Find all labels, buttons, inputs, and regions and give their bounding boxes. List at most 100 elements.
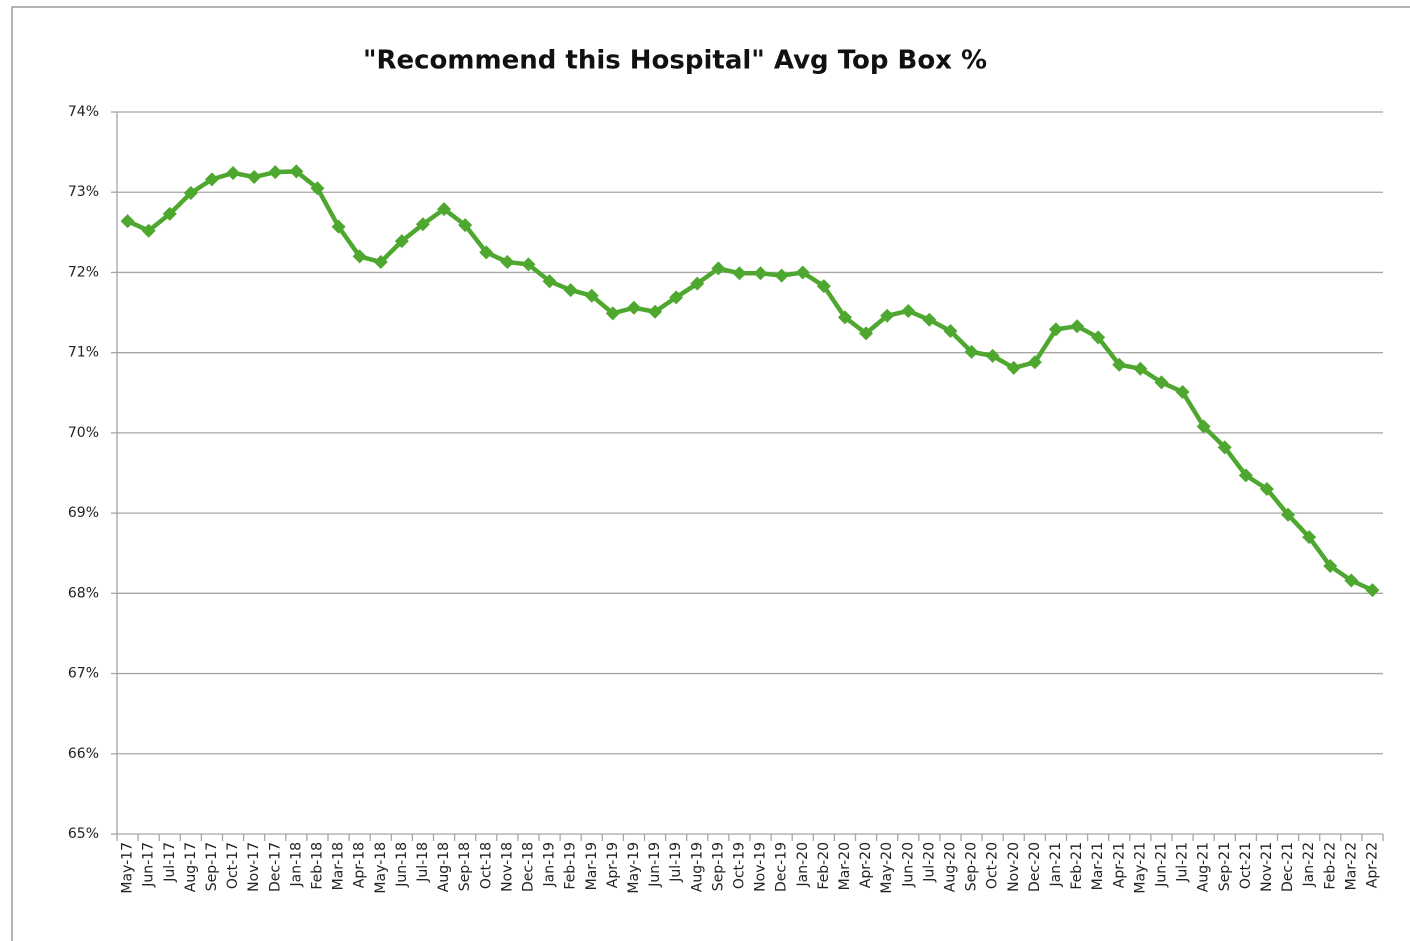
y-tick-label: 74% [68, 104, 99, 120]
marker [816, 279, 831, 294]
x-tick-label: May-21 [1132, 842, 1148, 894]
x-tick-label: Jun-19 [647, 842, 663, 888]
x-tick-label: Nov-18 [499, 842, 515, 892]
x-tick-label: Nov-21 [1259, 842, 1275, 892]
x-tick-label: Jul-17 [162, 842, 178, 883]
x-tick-label: Aug-17 [183, 842, 199, 892]
y-tick-label: 72% [68, 264, 99, 280]
x-tick-label: Dec-18 [520, 842, 536, 892]
marker [1217, 440, 1232, 455]
x-tick-label: Jul-20 [921, 842, 937, 883]
marker [310, 181, 325, 196]
marker [837, 310, 852, 325]
marker [1344, 573, 1359, 588]
x-tick-label: Mar-21 [1090, 842, 1106, 890]
y-tick-label: 66% [68, 746, 99, 762]
x-tick-label: Sep-19 [710, 842, 726, 891]
marker [141, 223, 156, 238]
marker [584, 288, 599, 303]
x-tick-label: Mar-20 [837, 842, 853, 890]
x-tick-label: Oct-21 [1238, 842, 1254, 889]
x-tick-label: Apr-18 [352, 842, 368, 888]
x-tick-label: Nov-20 [1006, 842, 1022, 892]
x-tick-label: Jan-21 [1048, 842, 1064, 887]
marker [922, 312, 937, 327]
marker [1006, 360, 1021, 375]
marker [479, 245, 494, 260]
marker [901, 303, 916, 318]
x-tick-label: Apr-20 [858, 842, 874, 888]
x-tick-label: Dec-21 [1280, 842, 1296, 892]
y-tick-label: 69% [68, 505, 99, 521]
marker [1259, 482, 1274, 497]
marker [120, 214, 135, 229]
marker [1070, 319, 1085, 334]
x-tick-label: Sep-21 [1217, 842, 1233, 891]
x-tick-label: Feb-18 [309, 842, 325, 890]
y-tick-label: 70% [68, 425, 99, 441]
marker [563, 283, 578, 298]
marker [1154, 375, 1169, 390]
marker [1133, 361, 1148, 376]
marker [985, 348, 1000, 363]
x-tick-label: Jan-19 [542, 842, 558, 887]
marker [268, 165, 283, 180]
marker [669, 290, 684, 305]
marker [394, 234, 409, 249]
marker [542, 274, 557, 289]
marker [352, 249, 367, 264]
x-tick-label: Dec-20 [1027, 842, 1043, 892]
marker [226, 165, 241, 180]
marker [437, 202, 452, 217]
x-tick-label: Mar-19 [584, 842, 600, 890]
x-tick-label: May-20 [879, 842, 895, 894]
x-tick-label: Dec-19 [774, 842, 790, 892]
x-tick-label: Jan-20 [795, 842, 811, 887]
marker [331, 219, 346, 234]
marker [943, 324, 958, 339]
y-tick-label: 68% [68, 585, 99, 601]
x-tick-label: Apr-22 [1364, 842, 1380, 888]
marker [1323, 559, 1338, 574]
x-tick-label: Jul-19 [668, 842, 684, 883]
x-tick-label: Aug-18 [436, 842, 452, 892]
marker [1112, 357, 1127, 372]
x-tick-label: Feb-19 [563, 842, 579, 890]
marker [521, 257, 536, 272]
x-tick-label: May-19 [626, 842, 642, 894]
marker [964, 344, 979, 359]
y-tick-label: 73% [68, 184, 99, 200]
x-tick-label: May-17 [120, 842, 136, 894]
marker [880, 308, 895, 323]
x-tick-label: Jun-20 [900, 842, 916, 888]
x-tick-label: Apr-19 [605, 842, 621, 888]
x-tick-label: Feb-22 [1322, 842, 1338, 890]
marker [1048, 322, 1063, 337]
x-tick-label: Jul-21 [1175, 842, 1191, 883]
x-tick-label: May-18 [373, 842, 389, 894]
x-tick-label: Apr-21 [1111, 842, 1127, 888]
marker [1238, 468, 1253, 483]
marker [1365, 583, 1380, 598]
marker [1281, 507, 1296, 522]
marker [458, 218, 473, 233]
x-tick-label: Jun-17 [141, 842, 157, 888]
marker [183, 186, 198, 201]
marker [626, 300, 641, 315]
x-tick-label: Jun-21 [1153, 842, 1169, 888]
marker [711, 261, 726, 276]
x-tick-label: Dec-17 [267, 842, 283, 892]
chart-title: "Recommend this Hospital" Avg Top Box % [363, 46, 987, 76]
marker [732, 266, 747, 281]
x-tick-label: Jul-18 [415, 842, 431, 883]
x-tick-label: Mar-18 [331, 842, 347, 890]
x-tick-label: Jan-22 [1301, 842, 1317, 887]
marker [204, 172, 219, 187]
chart-frame [11, 6, 1410, 941]
marker [500, 255, 515, 270]
marker [1091, 330, 1106, 345]
x-tick-label: Aug-21 [1196, 842, 1212, 892]
x-tick-label: Nov-19 [753, 842, 769, 892]
line [126, 169, 1374, 593]
